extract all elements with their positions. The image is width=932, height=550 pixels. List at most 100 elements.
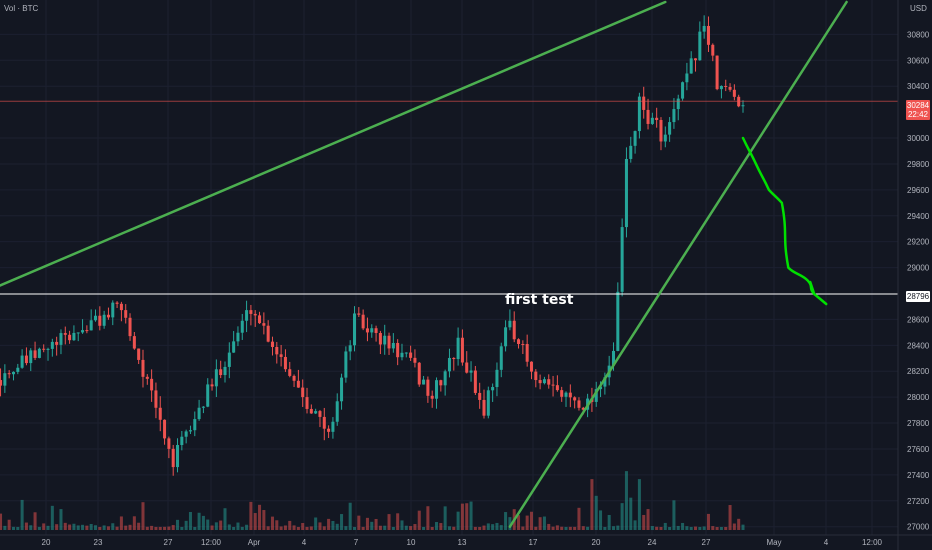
candle-body (340, 377, 344, 402)
volume-bar (137, 522, 141, 530)
price-axis[interactable]: 27000 27200 27400 27600 27800 28000 28200 28400… (907, 30, 930, 531)
candle-body (357, 313, 361, 315)
volume-bar (124, 525, 128, 530)
candle-body (197, 407, 201, 420)
candle-body (119, 303, 123, 311)
volume-bar (465, 503, 469, 530)
volume-bar (63, 522, 67, 530)
volume-bar (560, 526, 564, 530)
candle-body (262, 323, 266, 326)
volume-bar (404, 525, 408, 530)
candle-body (50, 341, 54, 349)
price-tick-label: 29000 (907, 264, 930, 273)
volume-bar (344, 526, 348, 530)
volume-bar (491, 524, 495, 530)
volume-bar (119, 516, 123, 530)
candle-body (141, 359, 145, 377)
volume-bar (642, 514, 646, 530)
candle-body (180, 436, 184, 445)
price-tick-label: 28600 (907, 315, 930, 324)
volume-bar (486, 523, 490, 530)
volume-bar (426, 506, 430, 530)
candle-body (219, 369, 223, 376)
candle-body (659, 119, 663, 142)
candle-body (655, 117, 659, 120)
level-price-value: 28796 (907, 292, 930, 301)
candle-body (374, 328, 378, 333)
volume-bar (586, 526, 590, 530)
volume-bar (504, 512, 508, 530)
volume-bar (681, 522, 685, 530)
candle-body (150, 378, 154, 391)
candle-body (158, 407, 162, 420)
candle-body (292, 375, 296, 381)
candle-body (223, 366, 227, 376)
time-tick-label: 10 (407, 538, 416, 547)
volume-bar (111, 523, 115, 530)
drawings[interactable] (0, 0, 898, 528)
price-tick-label: 27200 (907, 497, 930, 506)
volume-bar (20, 499, 24, 530)
candle-body (465, 362, 469, 373)
candle-body (33, 350, 37, 358)
candle-body (417, 362, 421, 385)
volume-bar (33, 512, 37, 530)
volume-bar (327, 518, 331, 530)
volume-bar (335, 523, 339, 530)
volume-bar (167, 526, 171, 530)
volume-bar (689, 526, 693, 530)
volume-bar (439, 523, 443, 530)
countdown-value: 22:42 (908, 110, 929, 119)
volume-bar (0, 513, 3, 530)
volume-bar (551, 526, 555, 530)
time-tick-label: 4 (302, 538, 307, 547)
volume-bar (227, 524, 231, 530)
volume-bar (620, 503, 624, 530)
volume-bar (378, 525, 382, 530)
candle-body (309, 408, 313, 414)
volume-bar (253, 513, 257, 530)
candle-body (327, 428, 331, 432)
candle-body (370, 328, 374, 333)
volume-bar (193, 526, 197, 530)
volume-bar (309, 526, 313, 530)
volume-bar (521, 526, 525, 530)
volume-bar (594, 495, 598, 530)
candle-body (171, 448, 175, 468)
volume-bar (318, 522, 322, 530)
candle-body (547, 379, 551, 385)
volume-bar (275, 520, 279, 530)
time-tick-label: 24 (648, 538, 657, 547)
volume-bar (145, 526, 149, 530)
time-axis[interactable]: 20 23 27 12:00 Apr 4 7 10 13 17 20 24 27 May 4 12:00 (42, 538, 883, 547)
candle-body (85, 330, 89, 332)
volume-bar (400, 520, 404, 530)
price-tick-label: 27400 (907, 471, 930, 480)
indicator-label[interactable]: Vol · BTC (4, 4, 39, 13)
volume-bar (352, 527, 357, 530)
volume-bar (258, 504, 262, 530)
volume-bar (711, 526, 715, 530)
volume-bar (150, 525, 154, 530)
volume-bar (305, 526, 309, 530)
candle-body (741, 105, 745, 107)
volume-bar (98, 526, 102, 530)
volume-bar (292, 525, 296, 530)
candle-body (499, 346, 503, 370)
volume-bar (24, 522, 28, 530)
candle-body (404, 352, 408, 354)
candle-body (469, 370, 473, 373)
candle-body (443, 371, 447, 386)
volume-bar (206, 519, 210, 530)
volume-bar (430, 526, 434, 530)
volume-bar (655, 526, 659, 530)
volume-bar (59, 509, 63, 530)
candle-body (512, 320, 516, 340)
volume-bar (154, 526, 158, 530)
candle-body (663, 134, 667, 142)
candle-body (525, 344, 529, 362)
volume-bar (128, 524, 132, 530)
